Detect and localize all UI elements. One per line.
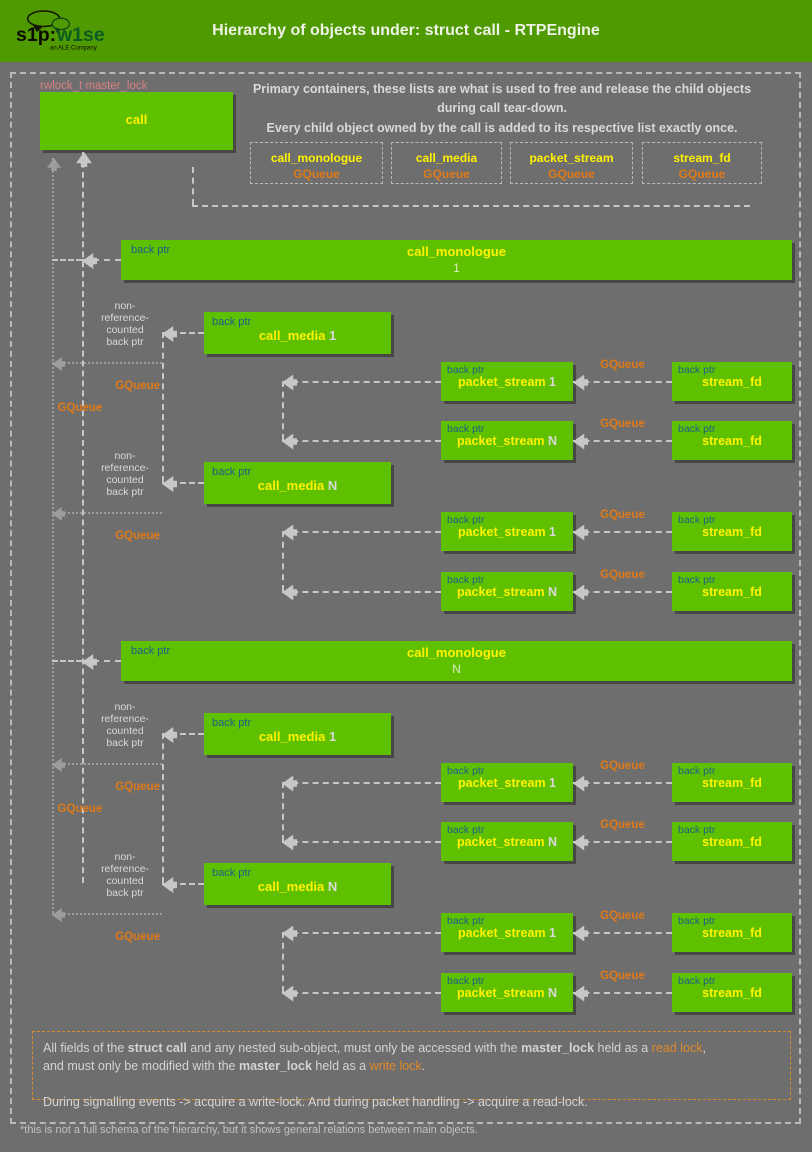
svg-text:an ALE Company: an ALE Company bbox=[50, 46, 97, 52]
